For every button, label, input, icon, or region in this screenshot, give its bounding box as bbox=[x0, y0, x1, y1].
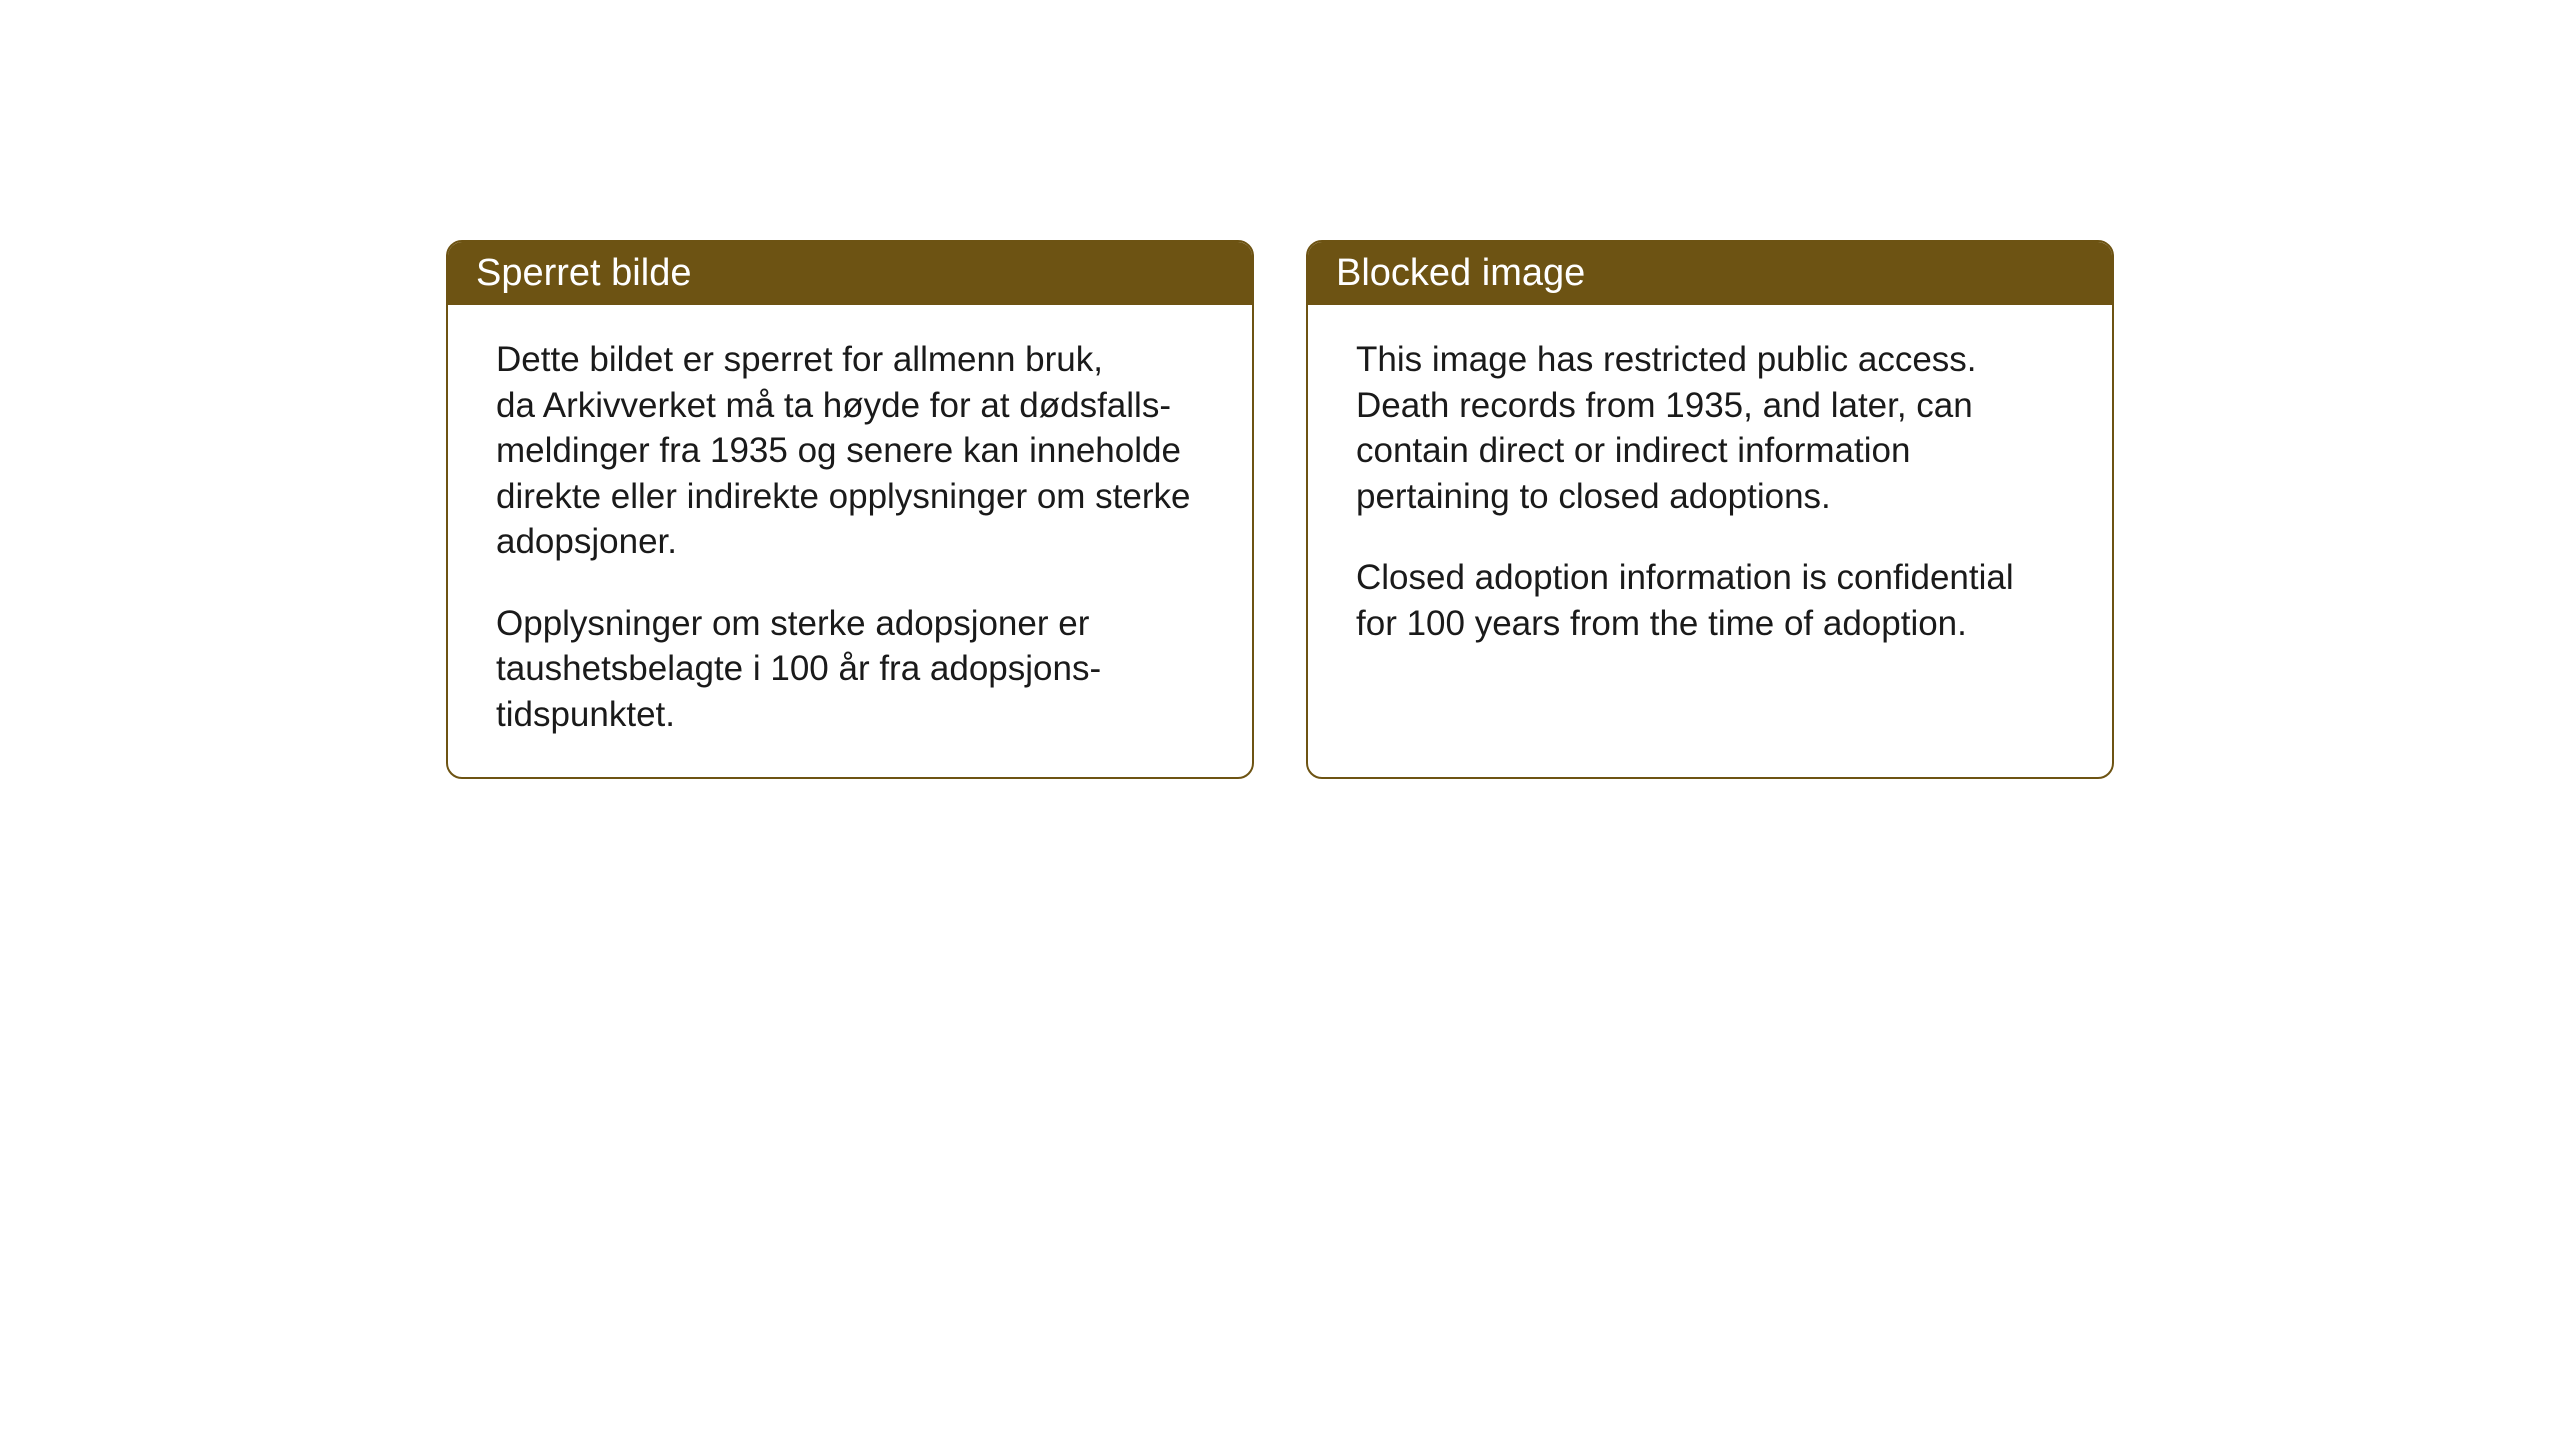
notice-body-norwegian: Dette bildet er sperret for allmenn bruk… bbox=[448, 305, 1252, 777]
notice-paragraph-2-english: Closed adoption information is confident… bbox=[1356, 555, 2064, 646]
notice-card-english: Blocked image This image has restricted … bbox=[1306, 240, 2114, 779]
notice-title-norwegian: Sperret bilde bbox=[476, 252, 691, 294]
notice-paragraph-1-english: This image has restricted public access.… bbox=[1356, 337, 2064, 519]
notice-body-english: This image has restricted public access.… bbox=[1308, 305, 2112, 725]
notice-card-norwegian: Sperret bilde Dette bildet er sperret fo… bbox=[446, 240, 1254, 779]
notice-paragraph-1-norwegian: Dette bildet er sperret for allmenn bruk… bbox=[496, 337, 1204, 565]
notice-paragraph-2-norwegian: Opplysninger om sterke adopsjoner er tau… bbox=[496, 601, 1204, 738]
notice-container: Sperret bilde Dette bildet er sperret fo… bbox=[0, 0, 2560, 779]
notice-header-norwegian: Sperret bilde bbox=[448, 242, 1252, 305]
notice-title-english: Blocked image bbox=[1336, 252, 1585, 294]
notice-header-english: Blocked image bbox=[1308, 242, 2112, 305]
